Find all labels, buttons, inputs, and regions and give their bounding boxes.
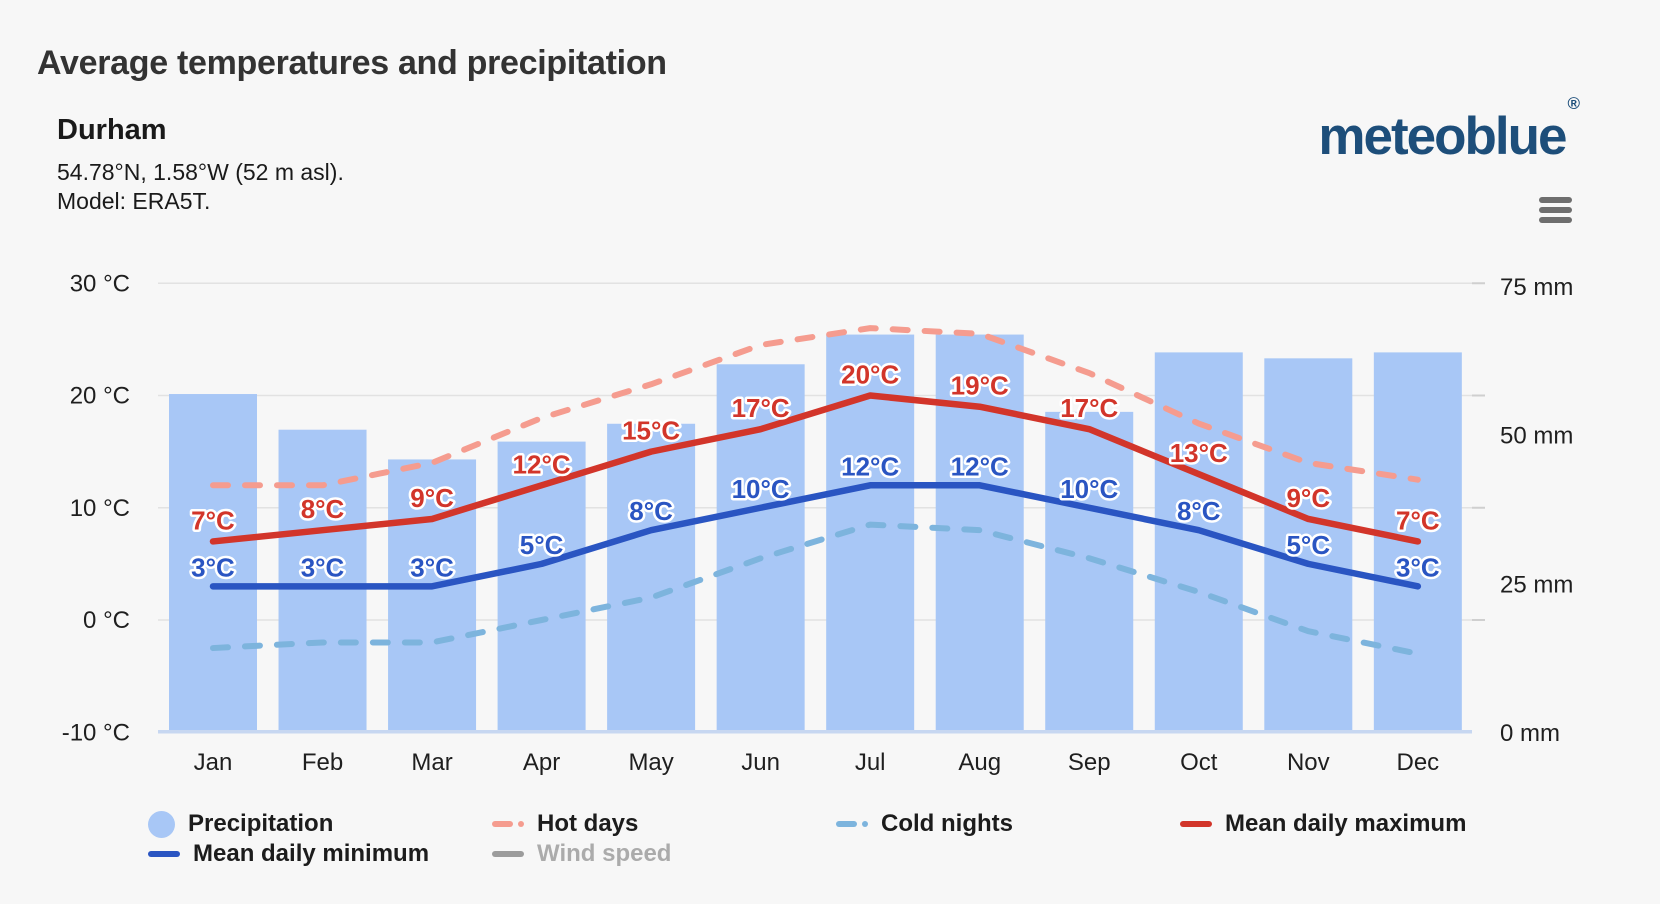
month-label-nov: Nov	[1287, 749, 1330, 776]
precip-bar-apr	[497, 441, 586, 730]
month-label-jun: Jun	[741, 749, 780, 776]
left-axis-tick-label: 30 °C	[70, 270, 130, 297]
max-temp-label-apr: 12°C	[513, 449, 571, 479]
left-axis-tick-label: 0 °C	[83, 607, 130, 634]
legend-label: Mean daily minimum	[193, 840, 430, 867]
max-temp-label-mar: 9°C	[410, 483, 454, 513]
left-axis-tick-label: 10 °C	[70, 495, 130, 522]
min-temp-label-nov: 5°C	[1286, 530, 1330, 560]
legend-label: Hot days	[537, 810, 639, 837]
min-temp-label-sep: 10°C	[1060, 474, 1118, 504]
min-temp-label-mar: 3°C	[410, 552, 454, 582]
left-axis-tick-label: 20 °C	[70, 383, 130, 410]
precip-bar-sep	[1045, 411, 1134, 730]
min-temp-label-feb: 3°C	[301, 552, 345, 582]
cold-nights-line	[210, 521, 1421, 657]
month-label-dec: Dec	[1396, 749, 1439, 776]
location-model: Model: ERA5T.	[57, 188, 211, 214]
min-temp-label-may: 8°C	[629, 496, 673, 526]
location-name: Durham	[57, 114, 167, 146]
month-label-mar: Mar	[411, 749, 452, 776]
month-label-jul: Jul	[855, 749, 886, 776]
precip-bar-mar	[388, 459, 477, 730]
menu-bar	[1539, 197, 1572, 203]
right-axis-tick-label: 50 mm	[1500, 423, 1573, 450]
menu-icon[interactable]	[1539, 197, 1572, 223]
month-label-apr: Apr	[523, 749, 560, 776]
min-temp-label-jul: 12°C	[841, 451, 899, 481]
right-axis-tick-label: 0 mm	[1500, 720, 1560, 747]
max-temp-label-jan: 7°C	[191, 505, 235, 535]
min-temp-label-jun: 10°C	[732, 474, 790, 504]
left-axis-tick-label: -10 °C	[62, 719, 130, 746]
legend-label: Wind speed	[537, 840, 672, 867]
max-temp-label-jul: 20°C	[841, 360, 899, 390]
mean-daily-maximum-swatch-icon	[1180, 821, 1212, 827]
precipitation-swatch-icon	[148, 810, 175, 838]
min-temp-label-dec: 3°C	[1396, 552, 1440, 582]
menu-bar	[1539, 217, 1572, 223]
legend-item-mean-daily-minimum[interactable]: Mean daily minimum	[148, 840, 429, 868]
hot-days-line	[210, 325, 1421, 489]
meteoblue-logo[interactable]: meteoblue®	[1318, 95, 1580, 166]
precip-bar-jan	[169, 394, 257, 730]
month-label-feb: Feb	[302, 749, 343, 776]
min-temp-label-aug: 12°C	[951, 451, 1009, 481]
min-temp-label-oct: 8°C	[1177, 496, 1221, 526]
page-title: Average temperatures and precipitation	[37, 44, 667, 82]
max-temp-label-dec: 7°C	[1396, 505, 1440, 535]
legend-label: Precipitation	[188, 810, 334, 837]
month-label-may: May	[628, 749, 673, 776]
hot-days-swatch-icon	[492, 821, 524, 827]
legend-item-wind-speed[interactable]: Wind speed	[492, 840, 671, 868]
legend-item-cold-nights[interactable]: Cold nights	[836, 810, 1013, 838]
max-temp-label-may: 15°C	[622, 416, 680, 446]
legend-label: Cold nights	[881, 810, 1013, 837]
right-axis-tick-label: 25 mm	[1500, 571, 1573, 598]
month-label-oct: Oct	[1180, 749, 1218, 776]
x-axis-baseline	[158, 730, 1472, 734]
max-temp-label-jun: 17°C	[732, 393, 790, 423]
month-label-jan: Jan	[194, 749, 233, 776]
cold-nights-swatch-icon	[836, 821, 868, 827]
month-label-sep: Sep	[1068, 749, 1111, 776]
max-temp-label-sep: 17°C	[1060, 393, 1118, 423]
precip-bar-nov	[1264, 358, 1353, 730]
min-temp-label-apr: 5°C	[520, 530, 564, 560]
month-label-aug: Aug	[958, 749, 1001, 776]
min-temp-label-jan: 3°C	[191, 552, 235, 582]
legend-label: Mean daily maximum	[1225, 810, 1467, 837]
max-temp-label-oct: 13°C	[1170, 438, 1228, 468]
registered-mark: ®	[1567, 94, 1580, 114]
max-temp-label-feb: 8°C	[301, 494, 345, 524]
max-temp-label-nov: 9°C	[1286, 483, 1330, 513]
legend-item-precipitation[interactable]: Precipitation	[148, 810, 333, 838]
menu-bar	[1539, 207, 1572, 213]
mean-daily-minimum-line	[209, 482, 1422, 590]
max-temp-label-aug: 19°C	[951, 371, 1009, 401]
legend-item-mean-daily-maximum[interactable]: Mean daily maximum	[1180, 810, 1466, 838]
right-axis-tick-label: 75 mm	[1500, 274, 1573, 301]
logo-text: meteoblue	[1318, 107, 1567, 166]
mean-daily-minimum-swatch-icon	[148, 851, 180, 857]
location-coordinates: 54.78°N, 1.58°W (52 m asl).	[57, 159, 344, 185]
precip-bar-may	[607, 423, 696, 730]
wind-speed-swatch-icon	[492, 851, 524, 857]
legend-item-hot-days[interactable]: Hot days	[492, 810, 638, 838]
mean-daily-maximum-line	[209, 392, 1422, 545]
